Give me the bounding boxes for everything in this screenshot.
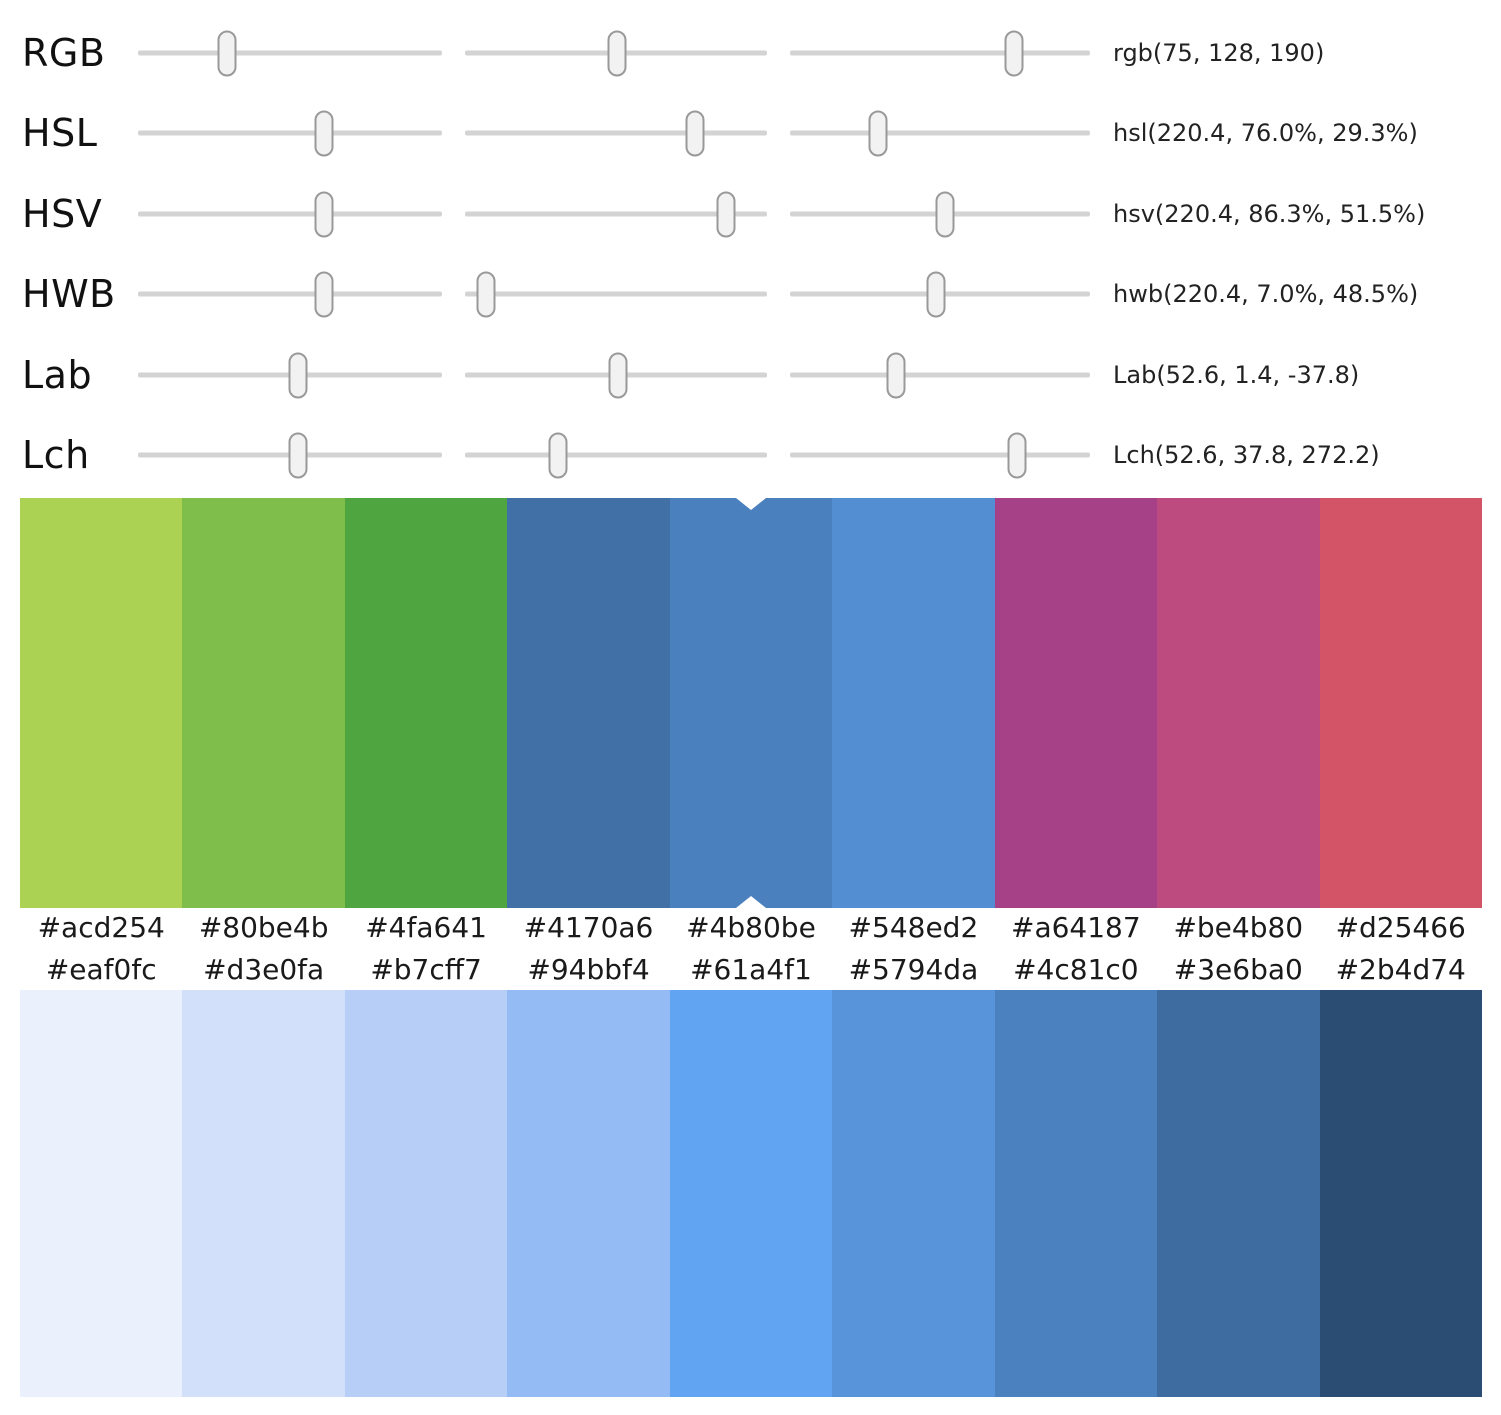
slider-row-lab: Lab Lab(52.6, 1.4, -37.8) — [0, 347, 1501, 403]
lch-c-slider-thumb[interactable] — [548, 432, 568, 478]
palette-swatch[interactable] — [20, 498, 183, 908]
hwb-value-text: hwb(220.4, 7.0%, 48.5%) — [1113, 280, 1419, 308]
hue-palette-strip — [20, 498, 1482, 908]
palette-hex-labels: #acd254 #80be4b #4fa641 #4170a6 #4b80be … — [20, 908, 1482, 950]
hsv-h-slider[interactable] — [138, 191, 442, 237]
hsv-s-slider[interactable] — [465, 191, 767, 237]
slider-row-hwb: HWB hwb(220.4, 7.0%, 48.5%) — [0, 266, 1501, 322]
scale-hex-label: #5794da — [848, 953, 979, 986]
scale-swatch[interactable] — [669, 990, 833, 1397]
scale-hex-label: #61a4f1 — [690, 953, 812, 986]
lch-h-slider[interactable] — [790, 432, 1090, 478]
row-label-hsv: HSV — [22, 192, 103, 236]
selected-swatch-marker-bottom-icon — [735, 896, 766, 908]
slider-row-hsl: HSL hsl(220.4, 76.0%, 29.3%) — [0, 105, 1501, 161]
scale-hex-label: #94bbf4 — [527, 953, 650, 986]
hsv-v-slider-thumb[interactable] — [935, 191, 954, 237]
hwb-b-slider-thumb[interactable] — [926, 271, 945, 317]
lightness-scale-strip — [20, 990, 1482, 1397]
lab-b-slider[interactable] — [790, 352, 1090, 398]
palette-hex-label: #acd254 — [37, 911, 165, 944]
row-label-lch: Lch — [22, 433, 90, 477]
hsv-v-slider[interactable] — [790, 191, 1090, 237]
rgb-g-slider-thumb[interactable] — [607, 30, 627, 76]
row-label-lab: Lab — [22, 353, 93, 397]
scale-swatch[interactable] — [1157, 990, 1320, 1397]
palette-swatch[interactable] — [507, 498, 670, 908]
palette-hex-label: #4170a6 — [523, 911, 654, 944]
palette-swatch[interactable] — [1319, 498, 1482, 908]
scale-hex-label: #d3e0fa — [203, 953, 325, 986]
scale-hex-label: #eaf0fc — [45, 953, 157, 986]
palette-swatch[interactable] — [994, 498, 1158, 908]
scale-swatch[interactable] — [832, 990, 995, 1397]
palette-swatch[interactable] — [1157, 498, 1320, 908]
lab-l-slider[interactable] — [138, 352, 442, 398]
lab-l-slider-thumb[interactable] — [288, 352, 308, 398]
hsv-s-slider-thumb[interactable] — [716, 191, 736, 237]
hwb-w-slider-thumb[interactable] — [476, 271, 496, 317]
palette-swatch[interactable] — [832, 498, 995, 908]
lab-b-slider-thumb[interactable] — [886, 352, 906, 398]
palette-hex-label: #be4b80 — [1173, 911, 1304, 944]
rgb-b-slider[interactable] — [790, 30, 1090, 76]
palette-hex-label: #548ed2 — [848, 911, 979, 944]
scale-swatch[interactable] — [344, 990, 508, 1397]
hsv-h-slider-thumb[interactable] — [314, 191, 334, 237]
lch-l-slider-thumb[interactable] — [288, 432, 308, 478]
hwb-h-slider[interactable] — [138, 271, 442, 317]
palette-hex-label: #80be4b — [198, 911, 329, 944]
lch-h-slider-thumb[interactable] — [1007, 432, 1027, 478]
hwb-b-slider[interactable] — [790, 271, 1090, 317]
lch-l-slider[interactable] — [138, 432, 442, 478]
rgb-value-text: rgb(75, 128, 190) — [1113, 39, 1325, 67]
lab-a-slider-thumb[interactable] — [608, 352, 627, 398]
rgb-r-slider-thumb[interactable] — [217, 30, 237, 76]
row-label-rgb: RGB — [22, 31, 106, 75]
scale-hex-labels: #eaf0fc #d3e0fa #b7cff7 #94bbf4 #61a4f1 … — [20, 950, 1482, 990]
row-label-hsl: HSL — [22, 111, 98, 155]
palette-swatch-selected[interactable] — [669, 498, 833, 908]
palette-swatch[interactable] — [344, 498, 508, 908]
hsl-h-slider-thumb[interactable] — [314, 110, 334, 156]
lab-a-slider[interactable] — [465, 352, 767, 398]
hsl-l-slider[interactable] — [790, 110, 1090, 156]
slider-row-hsv: HSV hsv(220.4, 86.3%, 51.5%) — [0, 186, 1501, 242]
rgb-g-slider[interactable] — [465, 30, 767, 76]
scale-hex-label: #3e6ba0 — [1173, 953, 1303, 986]
hsl-s-slider-thumb[interactable] — [685, 110, 705, 156]
scale-swatch[interactable] — [994, 990, 1158, 1397]
scale-hex-label: #2b4d74 — [1335, 953, 1466, 986]
hsv-value-text: hsv(220.4, 86.3%, 51.5%) — [1113, 200, 1426, 228]
scale-swatch[interactable] — [182, 990, 345, 1397]
lch-value-text: Lch(52.6, 37.8, 272.2) — [1113, 441, 1380, 469]
scale-hex-label: #4c81c0 — [1013, 953, 1139, 986]
hsl-h-slider[interactable] — [138, 110, 442, 156]
scale-swatch[interactable] — [1319, 990, 1482, 1397]
row-label-hwb: HWB — [22, 272, 116, 316]
hwb-h-slider-thumb[interactable] — [314, 271, 334, 317]
hwb-w-slider[interactable] — [465, 271, 767, 317]
lch-c-slider[interactable] — [465, 432, 767, 478]
palette-hex-label: #4b80be — [686, 911, 816, 944]
hsl-l-slider-thumb[interactable] — [868, 110, 888, 156]
palette-hex-label: #4fa641 — [365, 911, 487, 944]
hsl-value-text: hsl(220.4, 76.0%, 29.3%) — [1113, 119, 1418, 147]
palette-swatch[interactable] — [182, 498, 345, 908]
scale-swatch[interactable] — [507, 990, 670, 1397]
rgb-r-slider[interactable] — [138, 30, 442, 76]
slider-row-lch: Lch Lch(52.6, 37.8, 272.2) — [0, 427, 1501, 483]
scale-swatch[interactable] — [20, 990, 183, 1397]
palette-hex-label: #d25466 — [1335, 911, 1466, 944]
hsl-s-slider[interactable] — [465, 110, 767, 156]
rgb-b-slider-thumb[interactable] — [1004, 30, 1023, 76]
palette-hex-label: #a64187 — [1010, 911, 1141, 944]
lab-value-text: Lab(52.6, 1.4, -37.8) — [1113, 361, 1360, 389]
scale-hex-label: #b7cff7 — [370, 953, 482, 986]
slider-row-rgb: RGB rgb(75, 128, 190) — [0, 25, 1501, 81]
selected-swatch-marker-top-icon — [735, 498, 766, 510]
